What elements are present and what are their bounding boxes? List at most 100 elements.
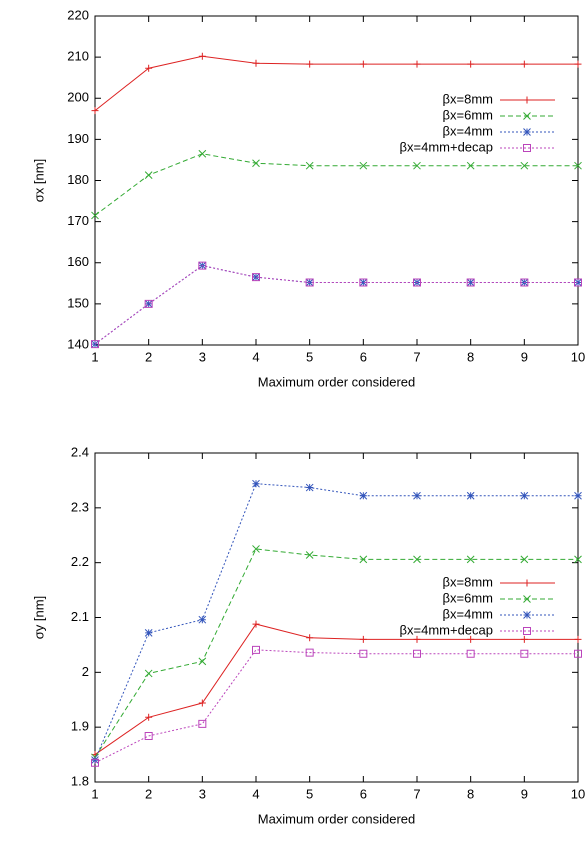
x-tick-label: 2 bbox=[145, 786, 152, 801]
data-point bbox=[413, 60, 421, 68]
data-point bbox=[520, 555, 529, 564]
y-tick-label: 190 bbox=[67, 131, 89, 146]
data-point bbox=[359, 161, 368, 170]
data-point bbox=[252, 273, 260, 282]
data-point bbox=[574, 649, 582, 658]
x-axis-label: Maximum order considered bbox=[258, 811, 416, 826]
plot-frame bbox=[94, 15, 579, 346]
data-point bbox=[520, 60, 528, 68]
series-line bbox=[94, 265, 578, 345]
legend-label: βx=8mm bbox=[443, 91, 493, 106]
y-tick-label: 200 bbox=[67, 90, 89, 105]
data-point bbox=[574, 491, 582, 500]
data-point bbox=[305, 648, 314, 657]
data-point bbox=[574, 278, 582, 287]
legend-label: βx=8mm bbox=[443, 574, 493, 589]
legend-label: βx=4mm+decap bbox=[400, 139, 493, 154]
data-point bbox=[305, 161, 314, 170]
x-tick-label: 3 bbox=[199, 786, 206, 801]
data-point bbox=[466, 278, 475, 287]
data-point bbox=[466, 649, 475, 658]
data-point bbox=[359, 649, 368, 658]
x-tick-label: 1 bbox=[91, 786, 98, 801]
x-tick-label: 9 bbox=[521, 786, 528, 801]
data-point bbox=[359, 635, 367, 643]
y-tick-label: 140 bbox=[67, 336, 89, 351]
y-axis-label: σy [nm] bbox=[31, 596, 46, 639]
series-line bbox=[94, 548, 578, 758]
x-tick-label: 4 bbox=[252, 349, 259, 364]
legend-marker bbox=[523, 128, 531, 136]
data-point bbox=[520, 161, 529, 170]
data-point bbox=[359, 60, 367, 68]
legend-marker bbox=[523, 96, 531, 104]
data-point bbox=[467, 635, 475, 643]
data-point bbox=[466, 491, 475, 500]
data-point bbox=[144, 669, 153, 678]
legend-marker bbox=[523, 611, 531, 619]
data-point bbox=[305, 551, 314, 559]
data-point bbox=[466, 161, 475, 170]
data-point bbox=[91, 758, 99, 767]
data-point bbox=[252, 620, 260, 628]
data-point bbox=[252, 545, 260, 553]
x-tick-label: 2 bbox=[145, 349, 152, 364]
x-tick-label: 3 bbox=[199, 349, 206, 364]
data-point bbox=[198, 657, 207, 666]
plot-frame bbox=[94, 452, 579, 783]
data-point bbox=[198, 615, 207, 624]
data-point bbox=[574, 60, 582, 68]
data-point bbox=[252, 59, 260, 67]
y-tick-label: 170 bbox=[67, 213, 89, 228]
data-point bbox=[91, 211, 99, 220]
legend-label: βx=6mm bbox=[443, 107, 493, 122]
y-tick-label: 2.3 bbox=[71, 499, 89, 514]
data-point bbox=[574, 555, 582, 564]
legend-marker bbox=[523, 627, 531, 635]
series-line bbox=[94, 153, 578, 216]
data-point bbox=[91, 340, 99, 349]
x-tick-label: 7 bbox=[413, 786, 420, 801]
series-line bbox=[94, 265, 578, 345]
x-axis-label: Maximum order considered bbox=[258, 374, 416, 389]
data-point bbox=[413, 491, 421, 500]
data-point bbox=[144, 300, 153, 308]
y-axis-label: σx [nm] bbox=[31, 159, 46, 202]
legend-label: βx=4mm bbox=[443, 606, 493, 621]
y-tick-label: 2 bbox=[82, 664, 89, 679]
data-point bbox=[413, 555, 421, 564]
x-tick-label: 1 bbox=[91, 349, 98, 364]
data-point bbox=[574, 635, 582, 643]
x-tick-label: 7 bbox=[413, 349, 420, 364]
y-tick-label: 2.2 bbox=[71, 554, 89, 569]
data-point bbox=[413, 635, 421, 643]
data-point bbox=[466, 278, 475, 287]
data-point bbox=[359, 555, 368, 564]
legend-label: βx=4mm bbox=[443, 123, 493, 138]
x-tick-label: 10 bbox=[571, 349, 585, 364]
y-tick-label: 160 bbox=[67, 254, 89, 269]
series-line bbox=[94, 623, 578, 755]
y-tick-label: 150 bbox=[67, 295, 89, 310]
data-point bbox=[144, 628, 153, 637]
data-point bbox=[252, 273, 260, 281]
data-point bbox=[359, 491, 368, 500]
data-point bbox=[145, 713, 153, 721]
data-point bbox=[91, 107, 99, 115]
data-point bbox=[252, 479, 260, 488]
data-point bbox=[198, 52, 206, 60]
data-point bbox=[144, 299, 153, 308]
data-point bbox=[252, 645, 260, 654]
data-point bbox=[306, 634, 314, 642]
x-tick-label: 6 bbox=[360, 349, 367, 364]
data-point bbox=[520, 491, 529, 500]
data-point bbox=[520, 278, 529, 287]
data-point bbox=[252, 159, 260, 168]
series-line bbox=[94, 649, 578, 764]
y-tick-label: 220 bbox=[67, 7, 89, 22]
data-point bbox=[198, 699, 206, 707]
data-point bbox=[574, 278, 582, 287]
y-tick-label: 2.1 bbox=[71, 609, 89, 624]
y-tick-label: 210 bbox=[67, 49, 89, 64]
y-tick-label: 180 bbox=[67, 172, 89, 187]
